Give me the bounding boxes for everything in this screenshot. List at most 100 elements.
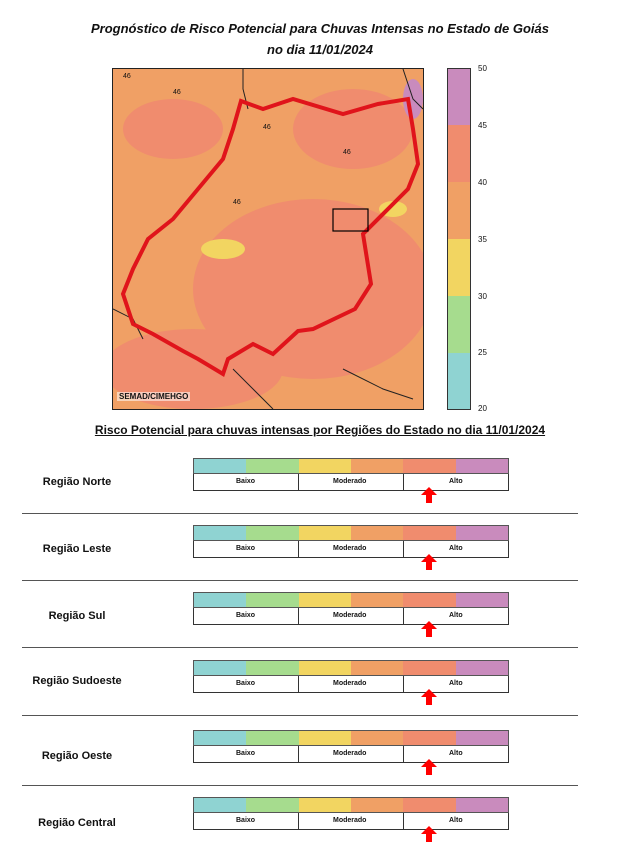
colorbar-tick: 30 xyxy=(478,292,487,301)
region-name: Região Sul xyxy=(48,610,106,622)
level-label-low: Baixo xyxy=(236,478,256,485)
risk-scale-segment xyxy=(455,593,508,607)
level-label-high: Alto xyxy=(449,817,463,824)
level-label-moderate: Moderado xyxy=(333,612,367,619)
level-label-low: Baixo xyxy=(236,680,256,687)
risk-scale-divider xyxy=(403,608,404,624)
colorbar-segment xyxy=(448,239,470,296)
region-divider xyxy=(22,647,578,648)
colorbar-segment xyxy=(448,296,470,353)
level-label-low: Baixo xyxy=(236,817,256,824)
region-row: Região Sul Baixo Moderado Alto xyxy=(0,592,640,652)
colorbar-tick: 25 xyxy=(478,348,487,357)
risk-scale-segment xyxy=(194,459,247,473)
risk-scale-segment xyxy=(455,798,508,812)
level-label-moderate: Moderado xyxy=(333,545,367,552)
level-label-high: Alto xyxy=(449,545,463,552)
risk-scale-bar xyxy=(193,458,509,474)
risk-scale-bar xyxy=(193,592,509,608)
region-name: Região Sudoeste xyxy=(32,675,122,687)
risk-scale-divider xyxy=(298,746,299,762)
risk-scale-segment xyxy=(246,593,299,607)
risk-scale-segment xyxy=(298,731,351,745)
risk-scale-segment xyxy=(455,661,508,675)
region-name: Região Oeste xyxy=(41,750,113,762)
colorbar xyxy=(447,68,471,410)
colorbar-segment xyxy=(448,182,470,239)
region-divider xyxy=(22,785,578,786)
colorbar-tick: 50 xyxy=(478,64,487,73)
level-label-moderate: Moderado xyxy=(333,817,367,824)
risk-scale-segment xyxy=(298,661,351,675)
risk-scale-frame xyxy=(193,746,509,763)
region-name: Região Central xyxy=(38,817,116,829)
region-row: Região Sudoeste Baixo Moderado Alto xyxy=(0,660,640,720)
colorbar-tick: 45 xyxy=(478,121,487,130)
risk-scale-segment xyxy=(455,731,508,745)
risk-scale-segment xyxy=(298,593,351,607)
risk-scale-divider xyxy=(298,676,299,692)
contour-label: 46 xyxy=(123,73,131,80)
colorbar-segment xyxy=(448,125,470,182)
risk-scale-divider xyxy=(403,746,404,762)
colorbar-tick: 40 xyxy=(478,178,487,187)
risk-scale-segment xyxy=(455,459,508,473)
contour-label: 46 xyxy=(343,149,351,156)
risk-scale-frame xyxy=(193,541,509,558)
map-zone-high xyxy=(113,329,283,409)
risk-scale-divider xyxy=(298,474,299,490)
level-label-moderate: Moderado xyxy=(333,478,367,485)
risk-scale-bar xyxy=(193,730,509,746)
map-zone-moderate xyxy=(201,239,245,259)
risk-scale-bar xyxy=(193,660,509,676)
risk-scale-segment xyxy=(194,798,247,812)
risk-scale-segment xyxy=(246,661,299,675)
level-label-low: Baixo xyxy=(236,612,256,619)
region-name: Região Norte xyxy=(42,476,112,488)
level-label-high: Alto xyxy=(449,750,463,757)
risk-scale-segment xyxy=(350,593,404,607)
risk-scale-segment xyxy=(403,526,456,540)
level-label-high: Alto xyxy=(449,478,463,485)
risk-scale-divider xyxy=(403,474,404,490)
level-label-low: Baixo xyxy=(236,545,256,552)
risk-scale-divider xyxy=(403,541,404,557)
region-divider xyxy=(22,580,578,581)
risk-indicator-arrow-icon xyxy=(421,759,437,775)
risk-scale-segment xyxy=(194,731,247,745)
contour-label: 46 xyxy=(173,89,181,96)
risk-scale-divider xyxy=(298,541,299,557)
risk-scale-segment xyxy=(246,526,299,540)
risk-scale-segment xyxy=(350,661,404,675)
risk-scale-segment xyxy=(455,526,508,540)
risk-indicator-arrow-icon xyxy=(421,826,437,842)
risk-scale-divider xyxy=(403,813,404,829)
colorbar-segment xyxy=(448,353,470,409)
risk-scale-segment xyxy=(246,459,299,473)
risk-scale-segment xyxy=(194,661,247,675)
page-date: no dia 11/01/2024 xyxy=(267,42,373,57)
risk-scale-bar xyxy=(193,797,509,813)
risk-scale-segment xyxy=(194,526,247,540)
page-title: Prognóstico de Risco Potencial para Chuv… xyxy=(90,21,549,36)
region-name: Região Leste xyxy=(42,543,112,555)
risk-scale-segment xyxy=(403,798,456,812)
risk-indicator-arrow-icon xyxy=(421,487,437,503)
risk-scale-segment xyxy=(246,731,299,745)
risk-scale-segment xyxy=(350,798,404,812)
risk-map-graphic xyxy=(113,69,423,409)
risk-map: 46 46 46 46 46 SEMAD/CIMEHGO xyxy=(112,68,424,410)
risk-scale-segment xyxy=(298,459,351,473)
federal-district-border xyxy=(332,208,369,232)
risk-scale-divider xyxy=(298,608,299,624)
region-divider xyxy=(22,715,578,716)
level-label-high: Alto xyxy=(449,612,463,619)
colorbar-segment xyxy=(448,69,470,125)
risk-scale-divider xyxy=(403,676,404,692)
level-label-high: Alto xyxy=(449,680,463,687)
risk-scale-segment xyxy=(298,526,351,540)
risk-scale-frame xyxy=(193,813,509,830)
risk-scale-frame xyxy=(193,608,509,625)
colorbar-tick: 20 xyxy=(478,404,487,413)
risk-indicator-arrow-icon xyxy=(421,689,437,705)
